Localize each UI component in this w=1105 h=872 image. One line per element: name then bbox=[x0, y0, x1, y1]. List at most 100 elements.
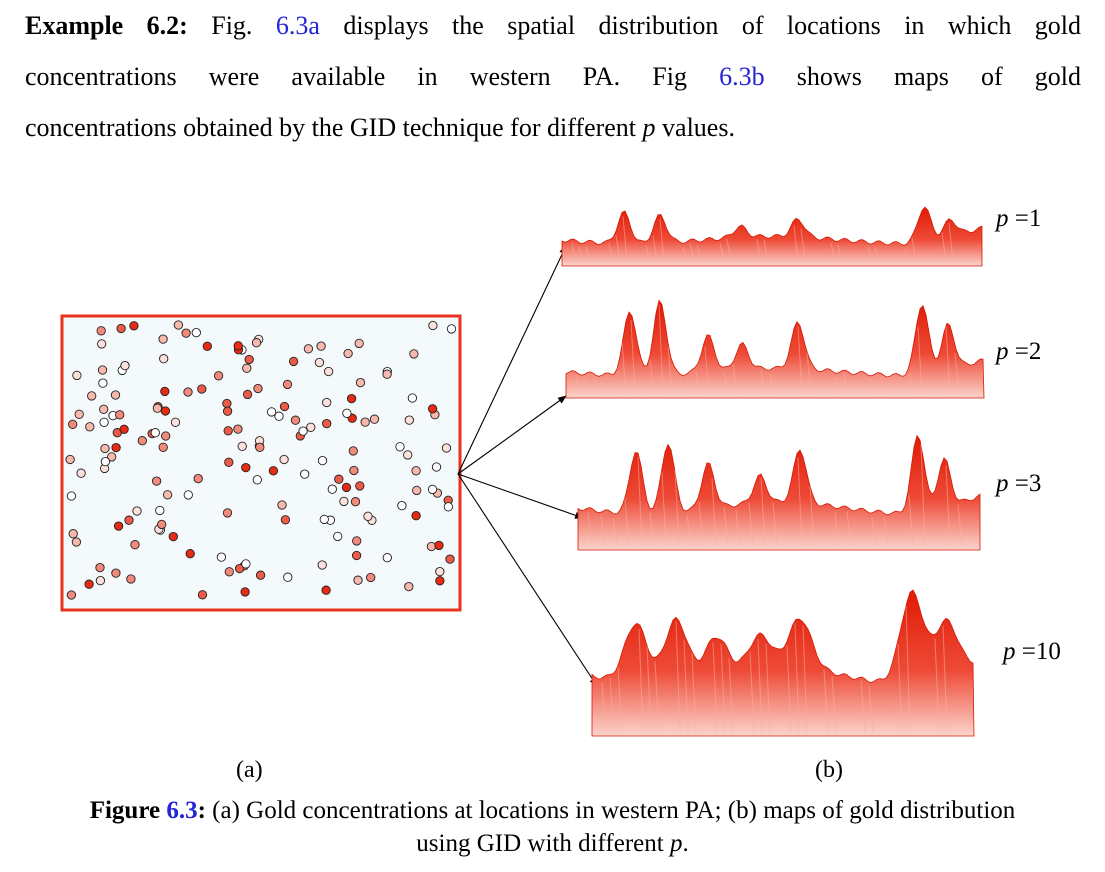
sample-point bbox=[333, 531, 343, 542]
sample-point bbox=[224, 567, 234, 577]
sample-point bbox=[255, 442, 265, 452]
sample-point bbox=[111, 442, 121, 453]
sample-point bbox=[277, 500, 287, 510]
surface-streak bbox=[645, 245, 651, 263]
caption-ref[interactable]: 6.3 bbox=[166, 797, 198, 824]
surface-streak bbox=[658, 304, 664, 395]
surface-streak bbox=[749, 650, 755, 733]
sample-point bbox=[434, 540, 444, 551]
sample-point bbox=[428, 320, 438, 331]
sample-point bbox=[298, 426, 308, 436]
sample-point bbox=[427, 404, 438, 414]
sample-point bbox=[72, 370, 82, 381]
sample-point bbox=[274, 411, 284, 421]
surface-streak bbox=[883, 517, 889, 547]
surface-streak bbox=[823, 669, 829, 733]
surface-streak bbox=[735, 509, 741, 547]
surface-streak bbox=[934, 638, 940, 733]
sample-point bbox=[369, 414, 380, 424]
surface-streak bbox=[728, 657, 734, 733]
map-label-p1: p =1 bbox=[996, 205, 1041, 233]
surface-streak bbox=[704, 347, 710, 395]
sample-point bbox=[115, 410, 125, 420]
surface-map-4 bbox=[591, 589, 975, 737]
map-label-p2: p =2 bbox=[996, 338, 1041, 366]
figure-ref-link[interactable]: 6.3a bbox=[275, 11, 320, 40]
sample-point bbox=[363, 511, 373, 521]
surface-streak bbox=[904, 249, 910, 263]
sample-point bbox=[360, 417, 370, 427]
sample-locations bbox=[65, 320, 457, 600]
surface-streak bbox=[675, 621, 681, 733]
surface-streak bbox=[617, 666, 623, 733]
sample-point bbox=[119, 424, 129, 434]
surface-streak bbox=[756, 239, 762, 263]
sample-point bbox=[120, 360, 130, 371]
sample-point bbox=[74, 409, 84, 419]
sample-point bbox=[283, 572, 293, 582]
sample-point bbox=[334, 474, 344, 484]
sample-point bbox=[244, 354, 254, 365]
surface-body bbox=[577, 434, 981, 551]
surface-streak bbox=[696, 244, 702, 263]
surface-streak bbox=[871, 516, 877, 547]
sample-point bbox=[407, 393, 418, 403]
sample-point bbox=[300, 469, 310, 479]
sample-point bbox=[202, 341, 212, 351]
surface-streak bbox=[649, 359, 655, 395]
sample-point bbox=[183, 490, 193, 500]
surface-body bbox=[591, 589, 975, 737]
sample-point bbox=[317, 455, 328, 466]
sample-point bbox=[351, 550, 362, 561]
sample-point bbox=[197, 384, 207, 394]
figure-ref-link[interactable]: 6.3b bbox=[719, 62, 765, 91]
sample-point bbox=[65, 454, 75, 465]
sample-point bbox=[160, 386, 170, 397]
surface-streak bbox=[831, 675, 837, 733]
surface-streak bbox=[794, 623, 800, 733]
surface-streak bbox=[867, 247, 873, 263]
surface-streak bbox=[941, 232, 947, 263]
sample-point bbox=[150, 428, 160, 438]
surface-streak bbox=[911, 237, 917, 263]
sample-point bbox=[354, 338, 364, 349]
caption-end: . bbox=[682, 830, 689, 857]
sample-point bbox=[222, 398, 232, 409]
sample-point bbox=[113, 521, 124, 531]
sample-point bbox=[76, 468, 86, 478]
sample-point bbox=[241, 559, 251, 569]
surface-streak bbox=[575, 375, 581, 395]
p-var: p bbox=[1003, 638, 1016, 665]
arrows bbox=[457, 245, 598, 687]
sample-point bbox=[137, 436, 147, 446]
map-label-p3: p =3 bbox=[996, 470, 1041, 498]
sample-point bbox=[197, 590, 208, 600]
sample-point bbox=[240, 587, 250, 597]
sample-point bbox=[66, 590, 77, 600]
sample-point bbox=[255, 570, 266, 580]
sample-point bbox=[161, 431, 171, 441]
surface-streak bbox=[624, 497, 630, 547]
text: concentrations obtained by the GID techn… bbox=[25, 113, 637, 142]
sample-point bbox=[95, 562, 105, 573]
sample-point bbox=[216, 552, 227, 562]
sample-point bbox=[97, 365, 108, 375]
surface-streak bbox=[772, 502, 778, 547]
p-value: =3 bbox=[1008, 470, 1042, 497]
surface-streak bbox=[945, 327, 951, 395]
example-label: Example 6.2: bbox=[25, 11, 188, 40]
surface-streak bbox=[600, 515, 606, 547]
sample-point bbox=[193, 473, 203, 484]
sample-point bbox=[435, 576, 445, 586]
surface-streak bbox=[726, 238, 732, 263]
sample-point bbox=[395, 442, 405, 452]
sample-point bbox=[327, 484, 337, 494]
surface-streak bbox=[732, 364, 738, 395]
sample-point bbox=[353, 575, 363, 585]
sample-point bbox=[152, 403, 163, 413]
sample-point bbox=[303, 344, 314, 354]
surface-streak bbox=[760, 370, 766, 395]
sample-point bbox=[116, 323, 126, 334]
sample-point bbox=[435, 566, 445, 577]
surface-streak bbox=[769, 373, 775, 395]
